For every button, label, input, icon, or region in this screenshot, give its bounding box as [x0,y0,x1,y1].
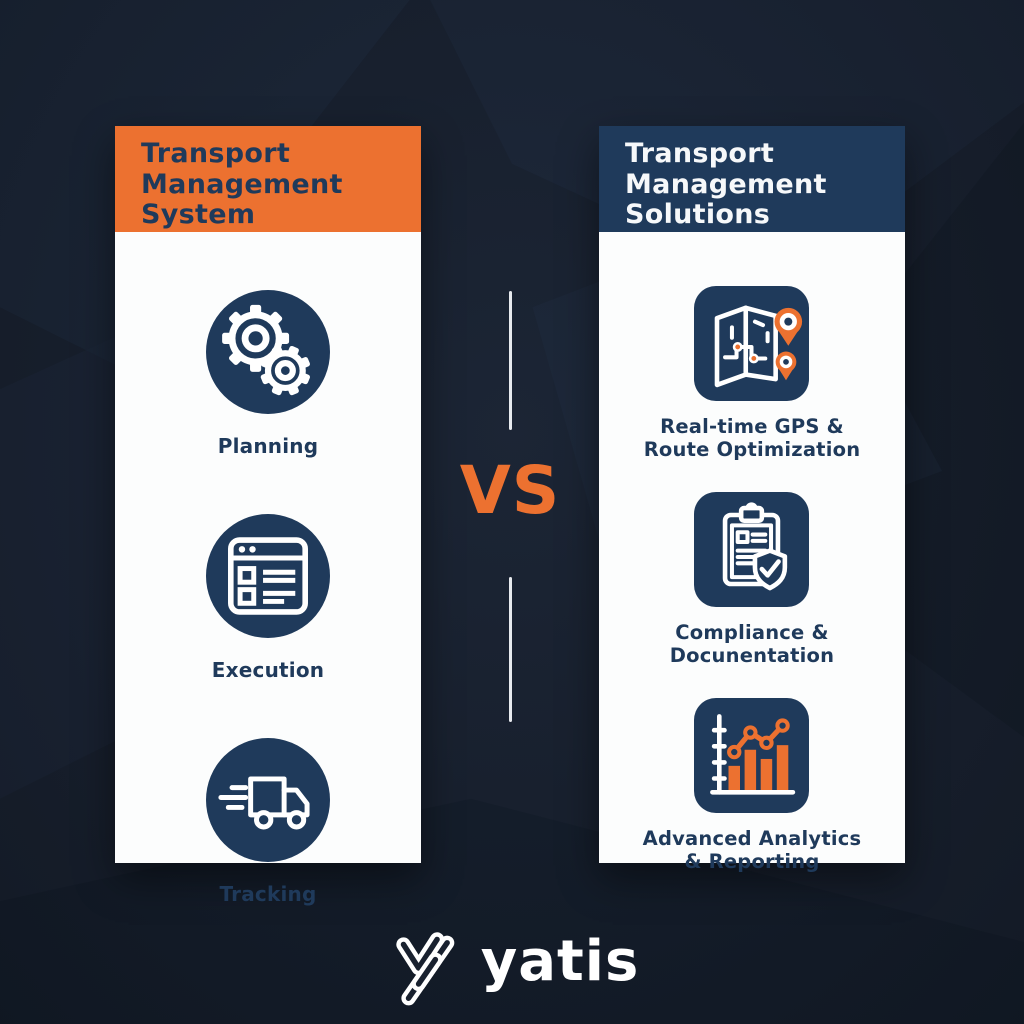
list-item-planning: Planning [206,290,330,458]
list-item-analytics: Advanced Analytics & Reporting [643,697,862,874]
label-line: Real-time GPS & [660,415,844,438]
brand-logo: yatis [0,926,1024,1010]
brand-wordmark: yatis [480,928,640,994]
divider-line-bottom [509,577,512,722]
divider-line-top [509,291,512,430]
tms-card: Transport Management System [115,126,421,906]
item-label-compliance: Compliance & Docunentation [670,621,834,668]
list-item-gps: Real-time GPS & Route Optimization [644,286,861,462]
gps-pin [774,307,803,346]
task-window-icon [206,514,330,638]
list-item-tracking: Tracking [206,738,330,906]
compliance-clipboard-shield-icon [694,491,810,607]
list-item-compliance: Compliance & Docunentation [670,491,834,668]
label-line: Docunentation [669,644,835,668]
label-line: & Reporting [684,849,820,873]
tms-card-body: Planning Execution [115,232,421,906]
gears-icon [206,290,330,414]
yatis-logo-icon [396,932,455,1006]
delivery-truck-icon [206,738,330,862]
tms-card-title: Transport Management System [115,126,421,232]
label-line: Advanced Analytics [642,826,862,850]
analytics-bar-chart-icon [694,697,810,813]
list-item-execution: Execution [206,514,330,682]
label-line: Route Optimization [643,438,861,462]
item-label-execution: Execution [211,658,325,682]
tmsolutions-card-body: Real-time GPS & Route Optimization [599,232,905,873]
label-line: Compliance & [675,620,829,644]
tmsolutions-card-title: Transport Management Solutions [599,126,905,232]
item-label-planning: Planning [217,434,319,458]
gps-pin-small [776,351,797,381]
item-label-tracking: Tracking [219,882,317,906]
tmsolutions-card: Transport Management Solutions [599,126,905,873]
vs-label: VS [459,452,561,529]
map-route-gps-icon [694,286,810,401]
item-label-analytics: Advanced Analytics & Reporting [643,827,862,874]
item-label-gps: Real-time GPS & Route Optimization [644,415,861,462]
